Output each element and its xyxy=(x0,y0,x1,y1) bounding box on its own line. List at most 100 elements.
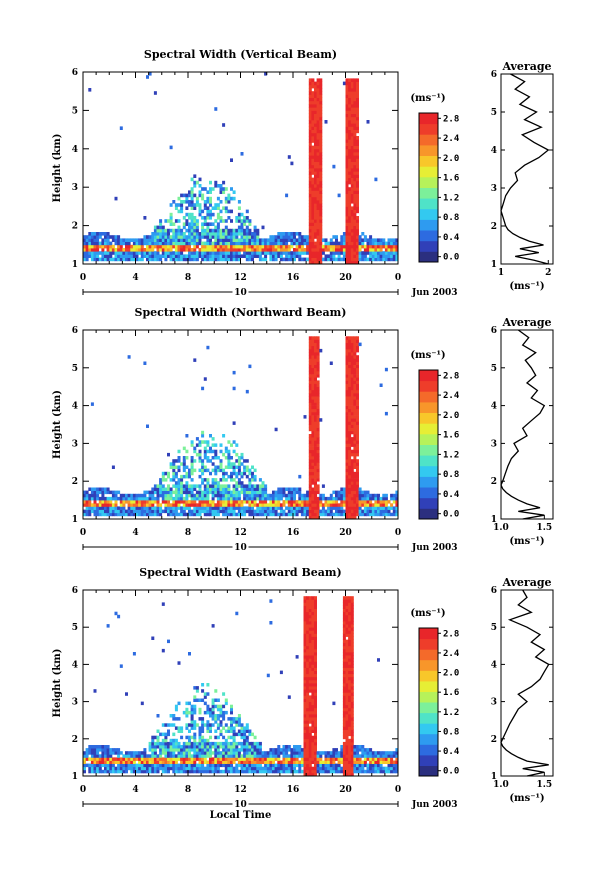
heatmap-cell xyxy=(311,481,315,485)
heatmap-cell xyxy=(156,714,160,718)
heatmap-cell xyxy=(356,142,359,146)
heatmap-cell xyxy=(311,509,315,514)
heatmap-cell xyxy=(395,512,399,517)
heatmap-cell xyxy=(106,506,110,510)
heatmap-cell xyxy=(143,760,147,764)
heatmap-cell xyxy=(298,487,302,491)
heatmap-cell xyxy=(109,490,113,495)
heatmap-cell xyxy=(224,241,228,246)
heatmap-cell xyxy=(153,232,157,236)
heatmap-cell xyxy=(203,200,207,204)
heatmap-cell xyxy=(243,459,247,463)
heatmap-cell xyxy=(111,760,115,764)
heatmap-cell xyxy=(253,763,257,768)
heatmap-cell xyxy=(214,717,218,721)
heatmap-cell xyxy=(245,509,249,514)
heatmap-cell xyxy=(127,500,131,504)
heatmap-cell xyxy=(224,471,228,476)
heatmap-cell xyxy=(209,714,212,718)
heatmap-cell xyxy=(353,104,357,108)
heatmap-cell xyxy=(188,241,191,246)
heatmap-cell xyxy=(353,500,357,504)
heatmap-cell xyxy=(329,754,333,758)
heatmap-cell xyxy=(366,241,370,246)
heatmap-cell xyxy=(329,760,333,764)
heatmap-cell xyxy=(151,500,155,504)
heatmap-cell xyxy=(216,222,220,226)
heatmap-cell xyxy=(230,509,233,514)
heatmap-cell xyxy=(237,729,241,733)
heatmap-cell xyxy=(243,248,247,252)
heatmap-cell xyxy=(319,200,323,204)
colorbar-segment xyxy=(419,176,438,188)
heatmap-cell xyxy=(303,720,307,724)
heatmap-cell xyxy=(274,748,278,752)
heatmap-cell xyxy=(345,158,349,162)
heatmap-cell xyxy=(342,614,346,619)
heatmap-cell xyxy=(350,393,354,397)
heatmap-cell xyxy=(146,496,149,501)
colorbar-segment xyxy=(419,380,438,392)
heatmap-cell xyxy=(198,751,202,755)
heatmap-cell xyxy=(348,418,352,422)
heatmap-cell xyxy=(350,209,354,214)
heatmap-cell xyxy=(356,228,359,233)
heatmap-cell xyxy=(316,152,320,156)
heatmap-cell xyxy=(374,257,378,262)
heatmap-cell xyxy=(329,496,333,501)
heatmap-cell xyxy=(314,399,317,403)
average-x-tick-label: 2 xyxy=(545,268,551,278)
heatmap-cell xyxy=(245,257,249,262)
heatmap-cell xyxy=(132,769,136,774)
heatmap-cell xyxy=(167,254,170,258)
heatmap-cell xyxy=(201,434,205,438)
heatmap-cell xyxy=(93,248,97,252)
heatmap-cell xyxy=(293,235,296,239)
heatmap-cell xyxy=(169,490,173,495)
heatmap-cell xyxy=(342,81,346,86)
heatmap-cell xyxy=(161,232,165,236)
heatmap-cell xyxy=(395,500,399,504)
heatmap-cell xyxy=(93,500,97,504)
heatmap-cell xyxy=(356,238,359,242)
heatmap-cell xyxy=(237,219,241,223)
heatmap-cell xyxy=(211,248,215,252)
heatmap-cell xyxy=(164,219,168,223)
heatmap-cell xyxy=(337,760,341,764)
heatmap-cell xyxy=(153,496,157,501)
heatmap-cell xyxy=(345,91,349,95)
heatmap-cell xyxy=(345,506,349,510)
heatmap-cell xyxy=(316,751,320,755)
heatmap-cell xyxy=(264,238,268,242)
heatmap-cell xyxy=(340,496,344,501)
heatmap-cell xyxy=(222,726,226,730)
heatmap-cell xyxy=(308,348,312,353)
heatmap-cell xyxy=(311,222,315,226)
heatmap-cell xyxy=(143,361,147,365)
heatmap-cell xyxy=(348,116,352,121)
heatmap-cell xyxy=(251,465,254,469)
heatmap-cell xyxy=(101,512,105,517)
heatmap-cell xyxy=(258,766,262,771)
heatmap-cell xyxy=(127,506,131,510)
heatmap-cell xyxy=(182,754,186,758)
heatmap-cell xyxy=(258,490,262,495)
heatmap-cell xyxy=(198,193,202,198)
heatmap-cell xyxy=(161,766,165,771)
heatmap-cell xyxy=(277,763,281,768)
heatmap-cell xyxy=(298,244,302,249)
heatmap-cell xyxy=(214,689,218,693)
heatmap-cell xyxy=(308,627,312,631)
heatmap-cell xyxy=(177,763,181,768)
heatmap-cell xyxy=(224,729,228,733)
heatmap-cell xyxy=(384,493,388,498)
heatmap-cell xyxy=(109,769,113,774)
heatmap-cell xyxy=(366,500,370,504)
heatmap-cell xyxy=(319,97,323,102)
heatmap-cell xyxy=(314,193,317,198)
heatmap-cell xyxy=(356,336,359,340)
heatmap-cell xyxy=(319,94,323,98)
heatmap-cell xyxy=(104,745,107,749)
heatmap-cell xyxy=(169,241,173,246)
heatmap-cell xyxy=(308,462,312,466)
